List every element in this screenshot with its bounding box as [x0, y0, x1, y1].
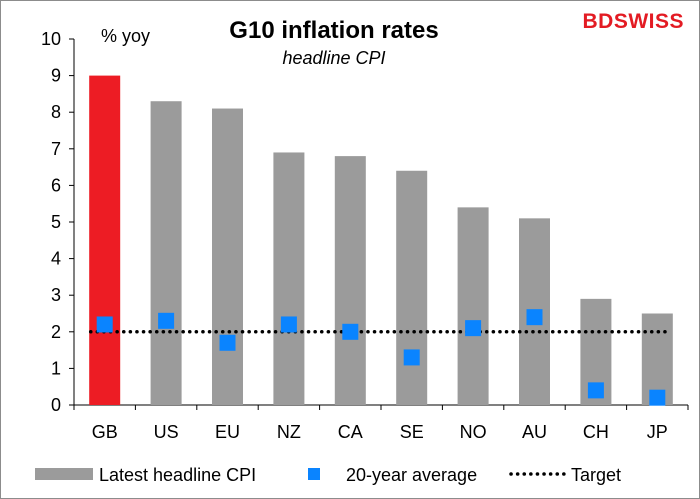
avg-marker-jp [649, 389, 666, 406]
y-tick-label: 8 [51, 102, 61, 122]
brand-logo: BDSWISS [582, 10, 684, 33]
avg-marker-au [526, 309, 543, 326]
x-tick-label: NZ [277, 422, 301, 442]
legend-swatch-latest-cpi [35, 468, 93, 480]
avg-marker-us [158, 312, 175, 329]
x-tick-label: CA [338, 422, 363, 442]
avg-marker-eu [219, 334, 236, 351]
x-tick-label: JP [647, 422, 668, 442]
avg-marker-gb [96, 316, 113, 333]
bar-eu [212, 108, 243, 405]
x-tick-label: NO [460, 422, 487, 442]
chart-legend: Latest headline CPI 20-year average Targ… [35, 465, 621, 485]
avg-marker-ch [587, 382, 604, 399]
avg-marker-nz [280, 316, 297, 333]
avg-marker-se [403, 349, 420, 366]
bar-gb [89, 75, 121, 405]
x-tick-label: US [154, 422, 179, 442]
legend-label-target: Target [571, 465, 621, 485]
chart-title: G10 inflation rates [229, 17, 438, 44]
bar-nz [273, 152, 305, 405]
avg-marker-no [465, 320, 482, 337]
bar-us [150, 101, 182, 405]
legend-marker-20y-average [308, 468, 320, 480]
avg-marker-ca [342, 323, 359, 340]
y-tick-label: 9 [51, 66, 61, 86]
y-tick-label: 3 [51, 285, 61, 305]
y-tick-label: 10 [41, 29, 61, 49]
y-tick-label: 7 [51, 139, 61, 159]
bar-se [396, 170, 428, 405]
y-tick-label: 2 [51, 322, 61, 342]
y-tick-label: 4 [51, 249, 61, 269]
x-tick-label: GB [92, 422, 118, 442]
y-tick-label: 0 [51, 395, 61, 415]
x-tick-label: CH [583, 422, 609, 442]
y-tick-label: 1 [51, 358, 61, 378]
bar-no [457, 207, 489, 405]
x-tick-label: EU [215, 422, 240, 442]
legend-label-latest-cpi: Latest headline CPI [99, 465, 256, 485]
chart-subtitle: headline CPI [282, 48, 385, 68]
legend-label-20y-average: 20-year average [346, 465, 477, 485]
y-tick-label: 6 [51, 175, 61, 195]
x-tick-label: SE [400, 422, 424, 442]
bar-ca [334, 156, 366, 405]
x-tick-label: AU [522, 422, 547, 442]
y-axis-label: % yoy [101, 26, 150, 46]
y-tick-label: 5 [51, 212, 61, 232]
